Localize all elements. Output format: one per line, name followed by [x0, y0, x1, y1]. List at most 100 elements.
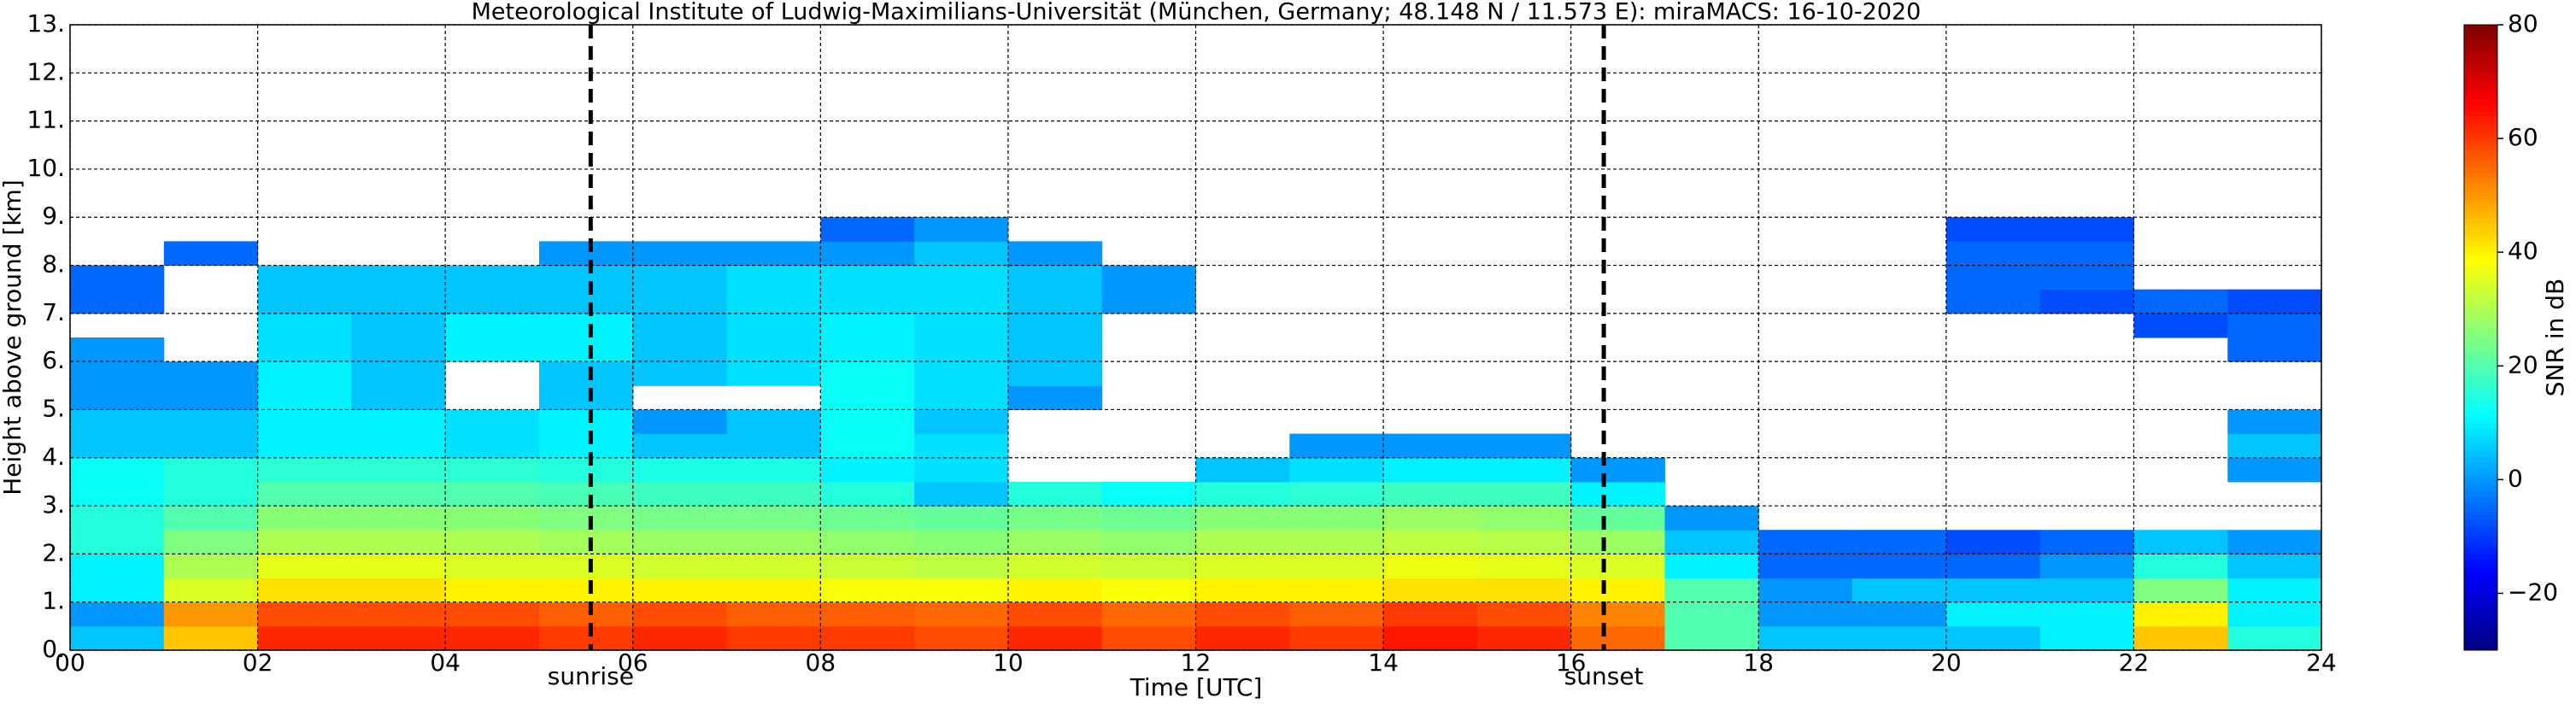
heat-cell — [1007, 481, 1103, 507]
colorbar-segment — [2464, 115, 2497, 122]
colorbar-segment — [2464, 445, 2497, 452]
heat-cell — [163, 361, 259, 386]
heat-cell — [1383, 506, 1478, 531]
heat-cell — [632, 506, 728, 531]
heat-cell — [2133, 578, 2228, 603]
colorbar-segment — [2464, 314, 2497, 321]
heat-cell — [538, 265, 634, 290]
colorbar-segment — [2464, 388, 2497, 396]
colorbar-segment — [2464, 354, 2497, 361]
heat-cell — [820, 217, 915, 242]
heat-cell — [632, 625, 728, 651]
heat-cell — [351, 337, 446, 362]
heat-cell — [70, 625, 165, 651]
heat-cell — [632, 289, 728, 314]
heat-cell — [726, 433, 821, 459]
heat-cell — [726, 289, 821, 314]
heat-cell — [257, 289, 352, 314]
heat-cell — [70, 530, 165, 554]
heat-cell — [1852, 530, 1947, 554]
colorbar-segment — [2464, 269, 2497, 276]
heat-cell — [1570, 601, 1665, 627]
colorbar-segment — [2464, 422, 2497, 429]
colorbar-segment — [2464, 104, 2497, 111]
heat-cell — [1195, 481, 1290, 507]
colorbar-segment — [2464, 240, 2497, 248]
heat-cell — [538, 530, 634, 554]
heat-cell — [2039, 289, 2134, 314]
heat-cell — [257, 409, 352, 435]
heat-cell — [1289, 625, 1384, 651]
heat-cell — [257, 337, 352, 362]
y-tick-label: 8. — [42, 250, 65, 279]
heat-cell — [445, 481, 540, 507]
heat-cell — [632, 601, 728, 627]
y-tick-label: 1. — [42, 587, 65, 615]
colorbar-segment — [2464, 144, 2497, 150]
heat-cell — [726, 337, 821, 362]
heat-cell — [820, 265, 915, 290]
heat-cell — [1289, 578, 1384, 603]
colorbar-segment — [2464, 212, 2497, 219]
heat-cell — [1289, 506, 1384, 531]
y-tick-label: 10. — [26, 154, 65, 182]
heat-cell — [632, 409, 728, 435]
heat-cell — [1289, 530, 1384, 554]
heat-cell — [820, 530, 915, 554]
heat-cell — [2039, 241, 2134, 267]
chart-title: Meteorological Institute of Ludwig-Maxim… — [472, 0, 1922, 26]
heat-cell — [2133, 625, 2228, 651]
heat-cell — [351, 530, 446, 554]
colorbar-segment — [2464, 349, 2497, 355]
heat-cell — [1289, 457, 1384, 483]
heat-cell — [163, 601, 259, 627]
heat-cell — [632, 361, 728, 386]
heat-cell — [632, 337, 728, 362]
colorbar-segment — [2464, 138, 2497, 145]
heat-cell — [2227, 337, 2322, 362]
heat-cell — [351, 601, 446, 627]
x-tick-label: 06 — [618, 648, 648, 677]
heat-cell — [1945, 265, 2041, 290]
heat-cell — [1289, 481, 1384, 507]
heat-cell — [351, 457, 446, 483]
colorbar-tick-label: 0 — [2508, 464, 2523, 492]
heat-cell — [538, 385, 634, 410]
heat-cell — [163, 433, 259, 459]
colorbar-segment — [2464, 223, 2497, 231]
colorbar-segment — [2464, 559, 2497, 566]
heat-cell — [632, 433, 728, 459]
heat-cell — [351, 554, 446, 579]
colorbar-segment — [2464, 411, 2497, 418]
colorbar-segment — [2464, 616, 2497, 623]
colorbar-segment — [2464, 400, 2497, 407]
colorbar-segment — [2464, 308, 2497, 315]
heat-cell — [538, 313, 634, 338]
heat-cell — [1945, 241, 2041, 267]
heat-cell — [726, 530, 821, 554]
heat-cell — [1945, 530, 2041, 554]
colorbar-segment — [2464, 53, 2497, 60]
heat-cell — [1476, 554, 1572, 579]
colorbar-tick-label: 60 — [2508, 123, 2538, 151]
colorbar-segment — [2464, 70, 2497, 77]
marker-label: sunrise — [548, 662, 634, 690]
colorbar-segment — [2464, 468, 2497, 475]
heat-cell — [820, 337, 915, 362]
heat-cell — [1758, 554, 1853, 579]
heat-cell — [2227, 554, 2322, 579]
heat-cell — [257, 625, 352, 651]
heat-cell — [914, 481, 1009, 507]
heat-cell — [538, 506, 634, 531]
colorbar-segment — [2464, 593, 2497, 600]
heat-cell — [632, 530, 728, 554]
heat-cell — [2039, 601, 2134, 627]
heat-cell — [257, 361, 352, 386]
heat-cell — [726, 481, 821, 507]
heat-cell — [726, 625, 821, 651]
heat-cell — [726, 241, 821, 267]
colorbar-segment — [2464, 263, 2497, 270]
heat-cell — [351, 289, 446, 314]
colorbar-segment — [2464, 201, 2497, 208]
